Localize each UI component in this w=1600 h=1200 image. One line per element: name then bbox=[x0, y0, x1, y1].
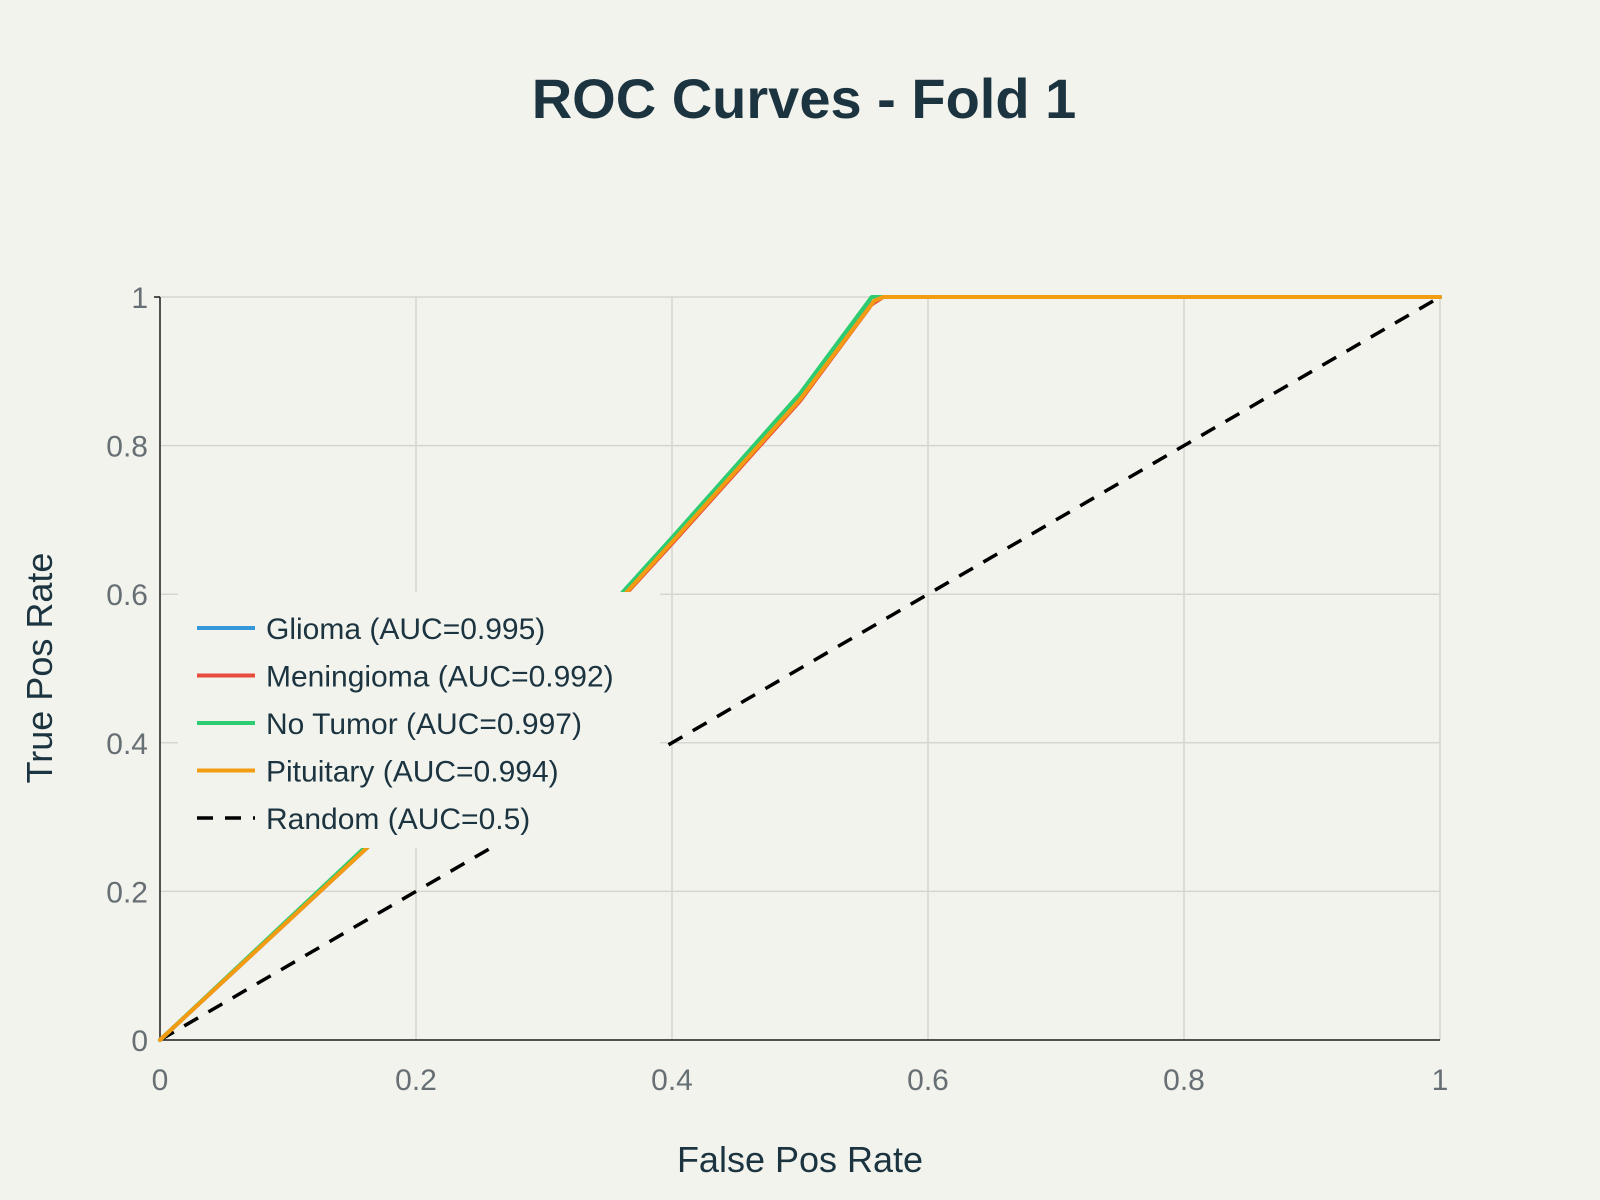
chart-title: ROC Curves - Fold 1 bbox=[532, 67, 1077, 130]
x-tick-label: 1 bbox=[1432, 1064, 1449, 1097]
y-tick-label: 0.2 bbox=[106, 876, 148, 909]
legend-label: Meningioma (AUC=0.992) bbox=[266, 661, 614, 694]
x-tick-label: 0.4 bbox=[651, 1064, 693, 1097]
x-tick-label: 0.6 bbox=[907, 1064, 949, 1097]
y-tick-label: 0.8 bbox=[106, 431, 148, 464]
x-tick-label: 0.8 bbox=[1163, 1064, 1205, 1097]
axes: 0 0.2 0.4 0.6 0.8 1 0 0.2 0.4 0.6 0.8 1 bbox=[106, 282, 1448, 1097]
x-tick-label: 0.2 bbox=[395, 1064, 437, 1097]
legend-label: Random (AUC=0.5) bbox=[266, 803, 530, 836]
x-tick-label: 0 bbox=[152, 1064, 169, 1097]
legend-background bbox=[178, 592, 660, 848]
y-axis-title: True Pos Rate bbox=[19, 553, 60, 784]
legend-label: Glioma (AUC=0.995) bbox=[266, 613, 545, 646]
series-line bbox=[158, 295, 1442, 1042]
series-line bbox=[159, 295, 1441, 1042]
y-tick-label: 0.4 bbox=[106, 728, 148, 761]
y-tick-label: 0.6 bbox=[106, 579, 148, 612]
x-axis-title: False Pos Rate bbox=[677, 1139, 923, 1180]
legend: Glioma (AUC=0.995) Meningioma (AUC=0.992)… bbox=[178, 592, 660, 848]
y-tick-label: 0 bbox=[131, 1025, 148, 1058]
legend-label: Pituitary (AUC=0.994) bbox=[266, 756, 559, 789]
y-tick-label: 1 bbox=[131, 282, 148, 315]
legend-label: No Tumor (AUC=0.997) bbox=[266, 708, 582, 741]
